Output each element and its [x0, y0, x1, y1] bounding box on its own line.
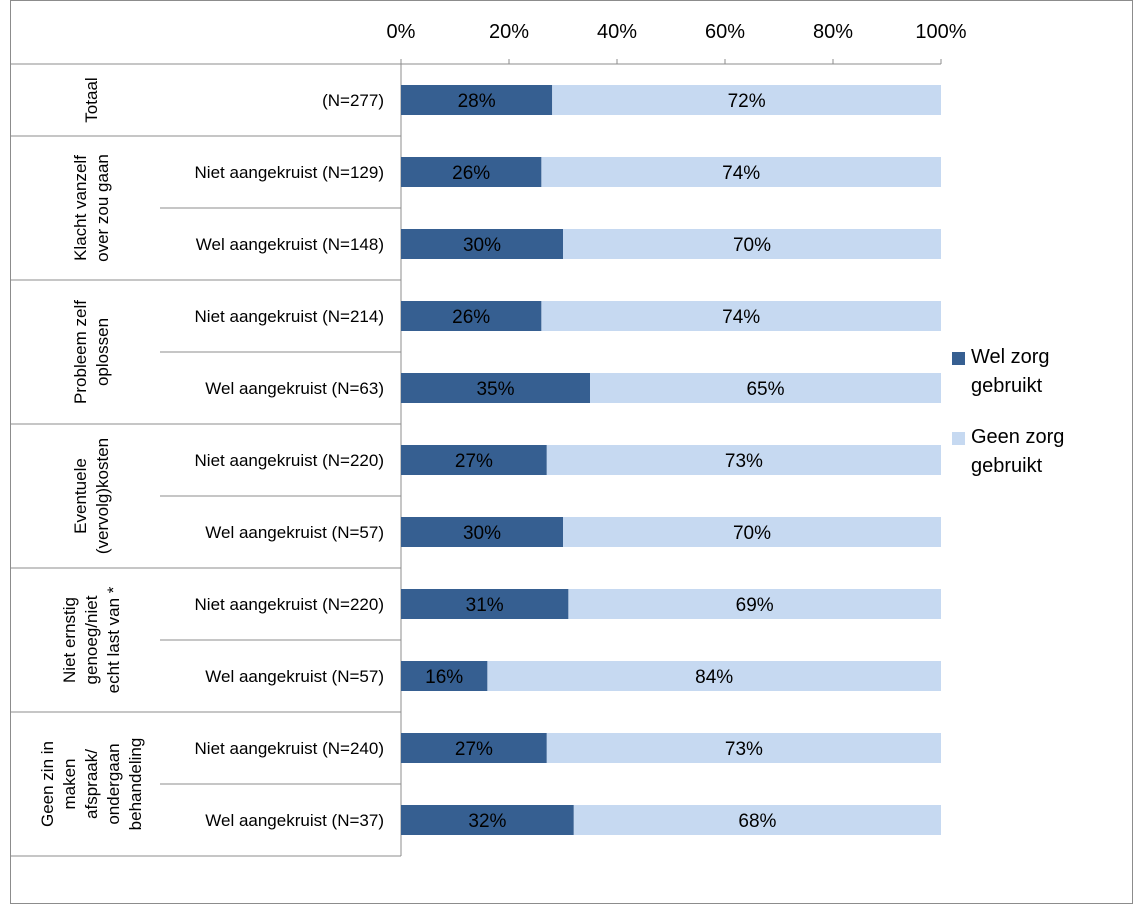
bar-wel-zorg — [401, 301, 542, 331]
bar-wel-zorg — [401, 373, 590, 403]
bar-geen-zorg — [573, 805, 941, 835]
data-label: 30% — [463, 235, 501, 256]
row-label: Wel aangekruist (N=57) — [205, 667, 384, 686]
data-label: 30% — [463, 523, 501, 544]
x-tick-label: 100% — [915, 21, 966, 43]
x-tick-label: 40% — [597, 21, 637, 43]
data-label: 26% — [452, 307, 490, 328]
data-label: 74% — [722, 307, 760, 328]
data-label: 84% — [695, 667, 733, 688]
bar-wel-zorg — [401, 589, 569, 619]
group-label: Geen zin in maken afspraak/ondergaan behand… — [38, 738, 145, 831]
bar-wel-zorg — [401, 517, 563, 547]
data-label: 65% — [746, 379, 784, 400]
group-label: Eventuele (vervolg)kosten — [71, 438, 112, 554]
row-label: Niet aangekruist (N=214) — [195, 307, 384, 326]
row-label: Wel aangekruist (N=63) — [205, 379, 384, 398]
row-label: Wel aangekruist (N=37) — [205, 811, 384, 830]
bar-wel-zorg — [401, 229, 563, 259]
row-label: Niet aangekruist (N=220) — [195, 451, 384, 470]
bar-geen-zorg — [590, 373, 941, 403]
row-label: Niet aangekruist (N=129) — [195, 163, 384, 182]
legend-label-wel-zorg: Wel zorg gebruikt — [971, 346, 1050, 397]
bar-wel-zorg — [401, 85, 553, 115]
legend-label-geen-zorg: Geen zorg gebruikt — [971, 426, 1065, 477]
data-label: 73% — [725, 739, 763, 760]
bar-geen-zorg — [552, 85, 941, 115]
data-label: 26% — [452, 163, 490, 184]
bar-wel-zorg — [401, 445, 547, 475]
bar-wel-zorg — [401, 661, 488, 691]
row-label: (N=277) — [322, 91, 384, 110]
bar-geen-zorg — [546, 733, 941, 763]
data-label: 31% — [466, 595, 504, 616]
data-label: 72% — [728, 91, 766, 112]
bar-geen-zorg — [487, 661, 941, 691]
bar-geen-zorg — [568, 589, 941, 619]
data-label: 73% — [725, 451, 763, 472]
data-label: 74% — [722, 163, 760, 184]
row-label: Niet aangekruist (N=220) — [195, 595, 384, 614]
group-label: Probleem zelf oplossen — [71, 300, 112, 404]
data-label: 69% — [736, 595, 774, 616]
bar-geen-zorg — [546, 445, 941, 475]
legend-item-wel-zorg: Wel zorg gebruikt — [952, 343, 1122, 401]
data-label: 70% — [733, 235, 771, 256]
legend-swatch-wel-zorg — [952, 352, 965, 365]
legend-swatch-geen-zorg — [952, 432, 965, 445]
bar-wel-zorg — [401, 157, 542, 187]
bar-wel-zorg — [401, 733, 547, 763]
data-label: 28% — [458, 91, 496, 112]
x-tick-label: 0% — [387, 21, 416, 43]
group-label: Totaal — [82, 77, 101, 122]
bar-geen-zorg — [541, 157, 941, 187]
x-tick-label: 80% — [813, 21, 853, 43]
bar-geen-zorg — [563, 229, 941, 259]
data-label: 32% — [468, 811, 506, 832]
x-tick-label: 20% — [489, 21, 529, 43]
data-label: 68% — [738, 811, 776, 832]
data-label: 16% — [425, 667, 463, 688]
data-label: 27% — [455, 739, 493, 760]
group-label: Klacht vanzelf over zou gaan — [71, 154, 112, 262]
row-label: Niet aangekruist (N=240) — [195, 739, 384, 758]
data-label: 27% — [455, 451, 493, 472]
data-label: 70% — [733, 523, 771, 544]
x-tick-label: 60% — [705, 21, 745, 43]
legend-item-geen-zorg: Geen zorg gebruikt — [952, 423, 1122, 481]
legend: Wel zorg gebruikt Geen zorg gebruikt — [952, 343, 1122, 503]
group-label: Niet ernstig genoeg/niet echt last van * — [60, 586, 123, 693]
row-label: Wel aangekruist (N=148) — [196, 235, 384, 254]
bar-geen-zorg — [541, 301, 941, 331]
bar-wel-zorg — [401, 805, 574, 835]
row-label: Wel aangekruist (N=57) — [205, 523, 384, 542]
data-label: 35% — [476, 379, 514, 400]
bar-geen-zorg — [563, 517, 941, 547]
